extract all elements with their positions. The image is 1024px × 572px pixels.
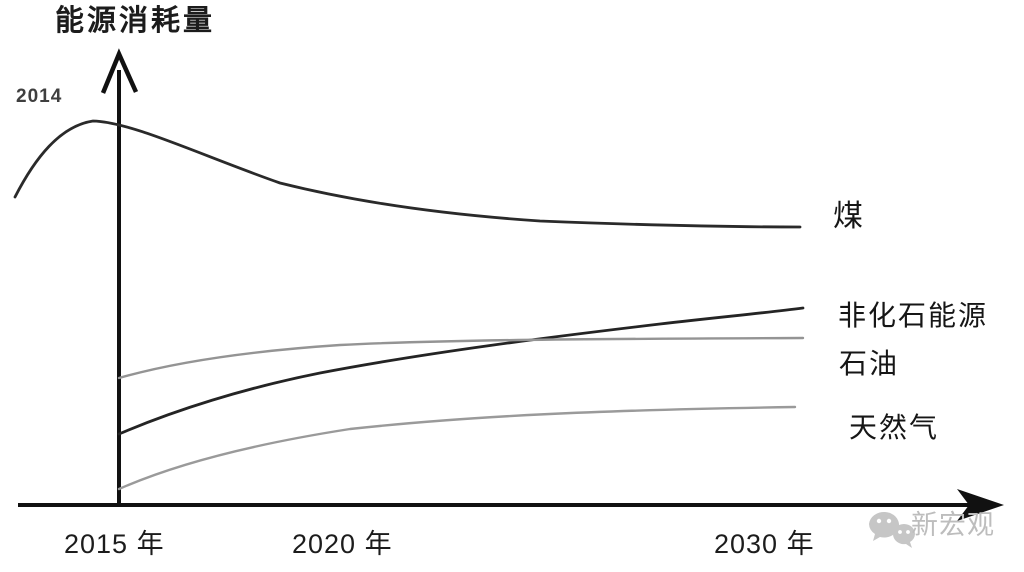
watermark-text: 新宏观 bbox=[911, 510, 995, 540]
wechat-icon bbox=[869, 511, 915, 548]
series-label-non-fossil: 非化石能源 bbox=[838, 300, 989, 331]
coal-line bbox=[13, 119, 802, 229]
peak-year-annotation: 2014 bbox=[16, 86, 63, 107]
non-fossil-line bbox=[117, 306, 805, 436]
y-axis-arrowhead-icon bbox=[100, 48, 139, 94]
series-label-natural-gas: 天然气 bbox=[849, 412, 940, 443]
series-label-coal: 煤 bbox=[833, 200, 863, 233]
oil-line bbox=[117, 336, 805, 380]
x-tick-2015: 2015 年 bbox=[64, 529, 165, 559]
x-tick-2030: 2030 年 bbox=[714, 529, 815, 559]
natural-gas-line bbox=[117, 405, 797, 491]
x-tick-2020: 2020 年 bbox=[292, 529, 393, 559]
x-axis-arrowhead-icon bbox=[957, 489, 1004, 521]
series-label-oil: 石油 bbox=[839, 348, 900, 379]
chart-title: 能源消耗量 bbox=[55, 5, 216, 37]
